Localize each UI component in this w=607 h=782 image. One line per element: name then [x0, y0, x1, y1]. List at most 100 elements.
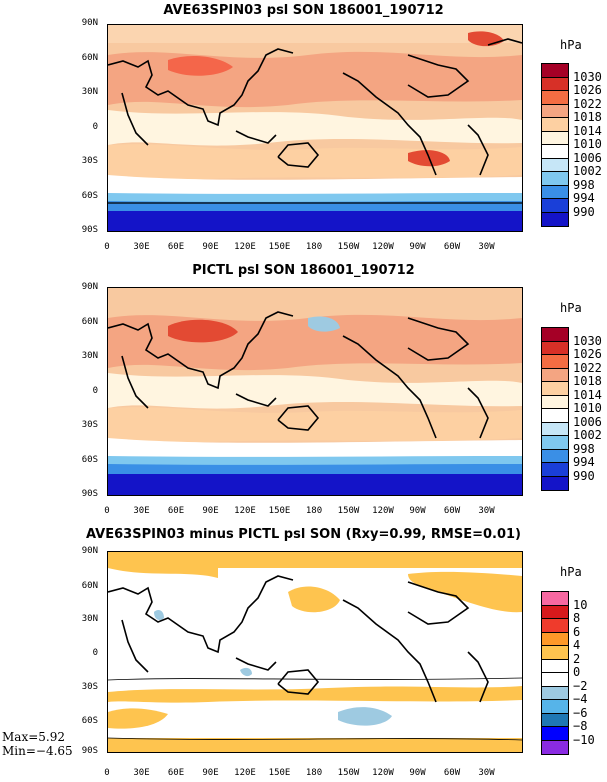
colorbar-swatch [542, 673, 568, 687]
colorbar-swatch [542, 328, 568, 342]
colorbar-label: 998 [573, 441, 595, 456]
lon-label: 120W [372, 506, 394, 516]
lon-label: 180 [305, 242, 323, 252]
colorbar-label: 2 [573, 651, 581, 666]
colorbar-swatch [542, 172, 568, 186]
panel-3-lat-label: 90N [81, 546, 98, 556]
lon-label: 180 [305, 768, 323, 778]
colorbar-swatch [542, 355, 568, 369]
colorbar-swatch [542, 185, 568, 199]
panel-1-units: hPa [560, 38, 582, 52]
colorbar-label: 1026 [573, 83, 602, 97]
colorbar-swatch [542, 409, 568, 423]
colorbar-label: −8 [573, 719, 588, 733]
colorbar-swatch [542, 64, 568, 78]
colorbar-swatch [542, 341, 568, 355]
panel-2-lat-label: 0 [92, 386, 98, 396]
panel-3-title: AVE63SPIN03 minus PICTL psl SON (Rxy=0.9… [86, 527, 521, 542]
colorbar-label: 1018 [573, 110, 602, 124]
lon-label: 60W [443, 506, 461, 516]
colorbar-swatch [542, 158, 568, 172]
lon-label: 30W [478, 768, 495, 778]
colorbar-label: 1018 [573, 374, 602, 388]
colorbar-label: 10 [573, 597, 588, 612]
colorbar-swatch [542, 199, 568, 213]
panel-2-units: hPa [560, 301, 582, 315]
colorbar-label: 1026 [573, 347, 602, 361]
lon-label: 0 [104, 242, 110, 252]
panel-2-lat-label: 30N [81, 351, 98, 361]
colorbar-label: 1030 [573, 333, 602, 348]
lon-label: 90W [409, 242, 426, 252]
panel-3-lat-label: 0 [92, 648, 98, 658]
lon-label: 30E [133, 242, 150, 252]
colorbar-swatch [542, 646, 568, 660]
colorbar-label: 6 [573, 624, 581, 639]
colorbar-swatch [542, 145, 568, 159]
colorbar-swatch [542, 395, 568, 409]
colorbar-swatch [542, 659, 568, 673]
panel-2-lat-label: 90N [81, 282, 98, 292]
lon-label: 90W [409, 768, 426, 778]
colorbar-label: 1022 [573, 96, 602, 111]
lon-label: 60E [167, 242, 185, 252]
colorbar-swatch [542, 592, 568, 606]
colorbar-swatch [542, 700, 568, 714]
colorbar-swatch [542, 727, 568, 741]
panel-3-colorbar [541, 591, 569, 755]
colorbar-swatch [542, 91, 568, 105]
lon-label: 150W [337, 506, 360, 516]
colorbar-label: 4 [573, 638, 581, 652]
colorbar-label: 8 [573, 611, 581, 625]
min-stat: Min=−4.65 [2, 744, 73, 758]
colorbar-swatch [542, 449, 568, 463]
colorbar-label: 1002 [573, 164, 602, 178]
colorbar-label: −10 [573, 732, 595, 747]
panel-1-lat-label: 90S [81, 225, 98, 235]
panel-3-map [107, 551, 523, 753]
colorbar-swatch [542, 619, 568, 633]
panel-3-lat-label: 90S [81, 746, 98, 756]
colorbar-label: 998 [573, 177, 595, 192]
panel-1-lat-label: 0 [92, 122, 98, 132]
colorbar-label: 990 [573, 468, 595, 483]
panel-2-colorbar [541, 327, 569, 491]
lon-label: 30W [478, 506, 495, 516]
panel-3-map-graphic [108, 552, 522, 752]
lon-label: 150E [268, 242, 291, 252]
panel-1-lat-label: 30S [81, 156, 98, 166]
colorbar-swatch [542, 382, 568, 396]
lon-label: 0 [104, 768, 110, 778]
colorbar-swatch [542, 632, 568, 646]
lon-label: 150W [337, 768, 360, 778]
panel-1-lat-label: 60N [81, 53, 98, 63]
lon-label: 120W [372, 768, 394, 778]
colorbar-swatch [542, 686, 568, 700]
lon-label: 120E [234, 506, 256, 516]
colorbar-swatch [542, 436, 568, 450]
colorbar-label: 994 [573, 191, 595, 205]
colorbar-label: 1014 [573, 387, 602, 402]
panel-1-map [107, 24, 523, 232]
colorbar-label: 1030 [573, 69, 602, 84]
panel-1-lat-label: 90N [81, 18, 98, 28]
colorbar-swatch [542, 77, 568, 91]
lon-label: 150E [268, 768, 291, 778]
colorbar-swatch [542, 212, 568, 226]
panel-1-lat-label: 30N [81, 87, 98, 97]
colorbar-swatch [542, 368, 568, 382]
panel-2-lat-label: 90S [81, 489, 98, 499]
lon-label: 120E [234, 768, 256, 778]
colorbar-swatch [542, 476, 568, 490]
lon-label: 120E [234, 242, 256, 252]
colorbar-label: −2 [573, 678, 588, 693]
lon-label: 60E [167, 506, 185, 516]
panel-3-units: hPa [560, 565, 582, 579]
colorbar-swatch [542, 463, 568, 477]
colorbar-swatch [542, 713, 568, 727]
panel-1-map-graphic [108, 25, 522, 231]
panel-3-lat-label: 30N [81, 614, 98, 624]
colorbar-swatch [542, 740, 568, 754]
colorbar-swatch [542, 605, 568, 619]
colorbar-label: 990 [573, 204, 595, 219]
